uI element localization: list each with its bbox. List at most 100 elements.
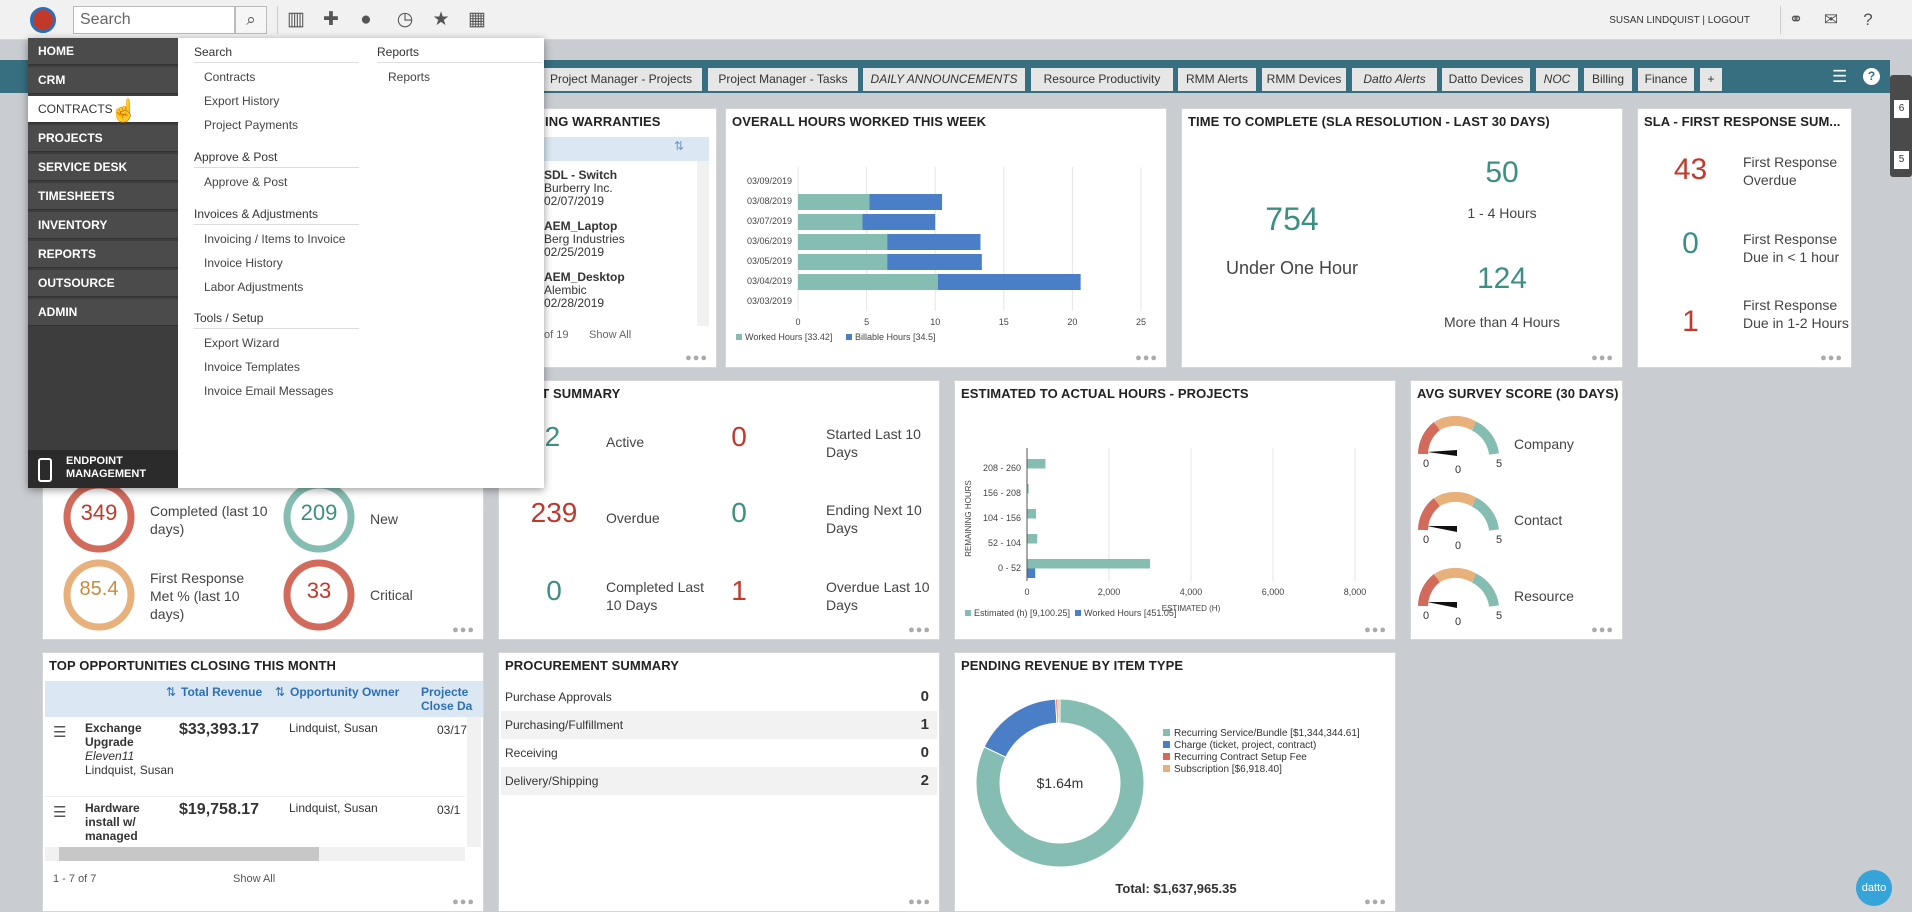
nav-admin[interactable]: ADMIN <box>28 299 178 326</box>
fr-overdue-value[interactable]: 43 <box>1673 153 1708 186</box>
widget-options-icon[interactable]: ●●● <box>685 352 708 364</box>
table-row[interactable]: Delivery/Shipping 2 <box>501 767 937 795</box>
widget-options-icon[interactable]: ●●● <box>908 896 931 908</box>
menu-link-invoice-templates[interactable]: Invoice Templates <box>204 360 300 374</box>
table-row[interactable]: Purchasing/Fulfillment 1 <box>501 711 937 739</box>
widget-options-icon[interactable]: ●●● <box>452 896 475 908</box>
tab-pm-tasks[interactable]: Project Manager - Tasks <box>708 68 858 91</box>
tab-daily-announcements[interactable]: DAILY ANNOUNCEMENTS <box>863 68 1025 91</box>
table-row[interactable]: Hardware install w/ managed services <box>85 801 140 843</box>
col-total-revenue[interactable]: Total Revenue <box>181 685 263 699</box>
hamburger-menu-icon[interactable]: ☰ <box>1832 67 1848 86</box>
ps-completed-value[interactable]: 0 <box>546 575 562 606</box>
show-all-link[interactable]: Show All <box>589 329 632 341</box>
nav-crm[interactable]: CRM <box>28 67 178 94</box>
tab-datto-alerts[interactable]: Datto Alerts <box>1352 68 1437 91</box>
widget-options-icon[interactable]: ●●● <box>1135 352 1158 364</box>
menu-link-reports[interactable]: Reports <box>388 70 431 84</box>
menu-link-export-wizard[interactable]: Export Wizard <box>204 336 280 350</box>
horizontal-scrollbar[interactable] <box>45 847 465 861</box>
search-icon[interactable]: ⌕ <box>235 6 267 34</box>
ps-overdue-value[interactable]: 239 <box>530 497 578 528</box>
tab-pm-projects[interactable]: Project Manager - Projects <box>540 68 702 91</box>
sort-icon[interactable]: ⇅ <box>166 685 177 699</box>
help-icon[interactable]: ? <box>1863 68 1880 85</box>
menu-link-export-history[interactable]: Export History <box>204 94 280 108</box>
menu-link-invoice-email[interactable]: Invoice Email Messages <box>204 384 334 398</box>
ps-started-value[interactable]: 0 <box>731 421 747 452</box>
tab-resource-productivity[interactable]: Resource Productivity <box>1031 68 1173 91</box>
sort-icon[interactable]: ⇅ <box>674 139 685 153</box>
fr-1hour-value[interactable]: 0 <box>1682 227 1699 260</box>
menu-link-project-payments[interactable]: Project Payments <box>204 118 299 132</box>
ps-ending-value[interactable]: 0 <box>731 497 747 528</box>
nav-outsource[interactable]: OUTSOURCE <box>28 270 178 297</box>
link-icon[interactable]: ⚭ <box>1788 10 1804 29</box>
tab-rmm-devices[interactable]: RMM Devices <box>1262 68 1346 91</box>
tab-datto-devices[interactable]: Datto Devices <box>1442 68 1530 91</box>
nav-inventory[interactable]: INVENTORY <box>28 212 178 239</box>
tab-add[interactable]: + <box>1700 68 1722 91</box>
widget-options-icon[interactable]: ●●● <box>452 624 475 636</box>
tickets-fr-met-value[interactable]: 85.4 <box>79 578 119 600</box>
col-close-date[interactable]: Projecte Close Da <box>421 685 473 713</box>
nav-contracts[interactable]: CONTRACTS <box>28 96 178 123</box>
search-input[interactable]: Search <box>73 6 235 34</box>
user-icon[interactable]: ● <box>360 9 372 30</box>
widget-options-icon[interactable]: ●●● <box>1591 352 1614 364</box>
scrollbar[interactable] <box>697 161 709 326</box>
nav-timesheets[interactable]: TIMESHEETS <box>28 183 178 210</box>
tab-rmm-alerts[interactable]: RMM Alerts <box>1178 68 1256 91</box>
list-item[interactable]: AEM_Desktop Alembic 02/28/2019 <box>544 271 625 310</box>
sort-icon[interactable]: ⇅ <box>275 685 286 699</box>
tickets-critical-value[interactable]: 33 <box>306 578 332 603</box>
rail-count-5[interactable]: 5 <box>1894 151 1909 169</box>
sla-mid-value[interactable]: 50 <box>1485 156 1519 189</box>
calendar-icon[interactable]: ▦ <box>468 9 486 30</box>
widget-options-icon[interactable]: ●●● <box>1591 624 1614 636</box>
datto-chat-badge[interactable]: datto <box>1856 870 1892 906</box>
analytics-icon[interactable]: ▥ <box>287 9 305 30</box>
user-logout-link[interactable]: SUSAN LINDQUIST | LOGOUT <box>1609 15 1750 26</box>
widget-options-icon[interactable]: ●●● <box>1820 352 1843 364</box>
widget-options-icon[interactable]: ●●● <box>1364 624 1387 636</box>
show-all-link[interactable]: Show All <box>233 873 276 885</box>
chat-icon[interactable]: ✉ <box>1823 10 1839 29</box>
tab-finance[interactable]: Finance <box>1638 68 1694 91</box>
table-row[interactable]: Receiving 0 <box>501 739 937 767</box>
time-entry-icon[interactable]: ◷ <box>396 9 414 30</box>
menu-link-labor-adjustments[interactable]: Labor Adjustments <box>204 280 304 294</box>
sla-under-value[interactable]: 754 <box>1265 201 1319 237</box>
list-item[interactable]: AEM_Laptop Berg Industries 02/25/2019 <box>544 220 625 259</box>
menu-link-contracts[interactable]: Contracts <box>204 70 256 84</box>
list-item[interactable]: SDL - Switch Burberry Inc. 02/07/2019 <box>544 169 617 208</box>
endpoint-management-link[interactable]: ENDPOINT MANAGEMENT <box>28 450 178 488</box>
nav-reports[interactable]: REPORTS <box>28 241 178 268</box>
favorites-icon[interactable]: ★ <box>432 9 450 30</box>
tab-noc[interactable]: NOC <box>1536 68 1578 91</box>
table-row[interactable]: Exchange Upgrade Eleven11 Lindquist, Susan <box>85 721 175 781</box>
fr-2hour-value[interactable]: 1 <box>1682 305 1699 338</box>
tickets-completed-value[interactable]: 349 <box>80 500 118 525</box>
row-menu-icon[interactable]: ☰ <box>53 804 67 821</box>
tickets-new-value[interactable]: 209 <box>300 500 338 525</box>
sla-more-value[interactable]: 124 <box>1476 262 1528 295</box>
help-icon[interactable]: ? <box>1863 10 1873 29</box>
widget-options-icon[interactable]: ●●● <box>908 624 931 636</box>
nav-service-desk[interactable]: SERVICE DESK <box>28 154 178 181</box>
menu-link-approve-post[interactable]: Approve & Post <box>204 175 288 189</box>
table-row[interactable]: Purchase Approvals 0 <box>501 683 937 711</box>
widget-options-icon[interactable]: ●●● <box>1364 896 1387 908</box>
row-menu-icon[interactable]: ☰ <box>53 724 67 741</box>
menu-link-invoice-history[interactable]: Invoice History <box>204 256 283 270</box>
scrollbar[interactable] <box>467 717 481 847</box>
add-icon[interactable]: ✚ <box>323 9 339 30</box>
col-opportunity-owner[interactable]: Opportunity Owner <box>290 685 400 699</box>
rail-count-6[interactable]: 6 <box>1894 100 1909 118</box>
nav-projects[interactable]: PROJECTS <box>28 125 178 152</box>
tab-billing[interactable]: Billing <box>1584 68 1632 91</box>
app-logo-icon[interactable] <box>30 7 56 33</box>
menu-link-invoicing[interactable]: Invoicing / Items to Invoice <box>204 232 346 246</box>
nav-home[interactable]: HOME <box>28 38 178 65</box>
ps-overdue10-value[interactable]: 1 <box>731 575 747 606</box>
